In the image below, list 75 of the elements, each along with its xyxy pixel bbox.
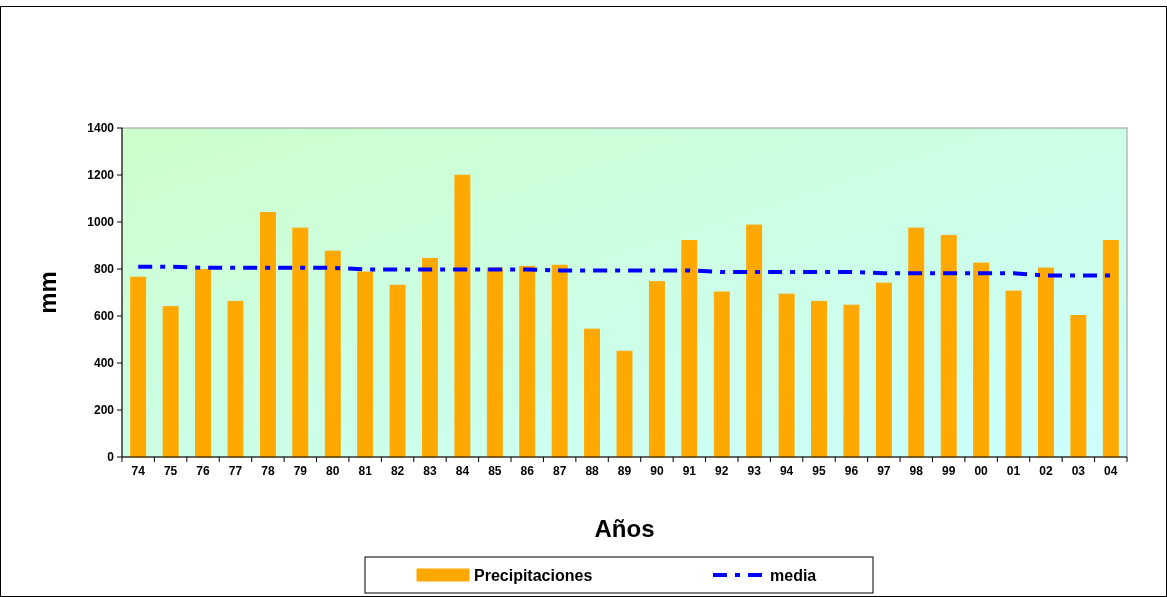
bar: [519, 265, 536, 458]
x-tick-label: 92: [715, 464, 729, 478]
bar: [195, 268, 211, 458]
x-tick-label: 90: [650, 464, 664, 478]
legend-label: media: [770, 566, 817, 584]
bar: [486, 267, 503, 458]
x-tick-label: 88: [585, 464, 600, 478]
bar: [454, 174, 471, 458]
y-axis-title: mm: [34, 271, 61, 314]
x-tick-label: 85: [488, 464, 502, 478]
x-tick-label: 91: [682, 464, 697, 478]
bar: [227, 300, 244, 458]
bar: [778, 293, 795, 458]
bar: [713, 291, 730, 458]
x-tick-label: 74: [131, 464, 146, 478]
y-tick-label: 600: [93, 309, 115, 324]
y-tick-label: 0: [107, 450, 115, 465]
y-tick-label: 1400: [87, 121, 115, 136]
bar: [616, 350, 633, 458]
x-tick-label: 78: [261, 464, 275, 478]
x-tick-label: 84: [455, 464, 470, 478]
x-tick-label: 81: [358, 464, 373, 478]
y-tick-label: 400: [93, 356, 115, 371]
y-tick-label: 1000: [87, 215, 115, 230]
x-tick-label: 00: [974, 464, 989, 478]
x-tick-label: 96: [844, 464, 859, 478]
bar: [162, 306, 179, 458]
x-tick-label: 87: [552, 464, 567, 478]
bar: [1070, 315, 1087, 458]
bar: [811, 300, 827, 458]
x-tick-label: 99: [942, 464, 956, 478]
bar: [681, 240, 698, 458]
y-tick-label: 1200: [87, 168, 115, 183]
bar: [357, 271, 374, 458]
bar: [551, 264, 568, 458]
bar: [584, 328, 601, 458]
x-tick-label: 80: [326, 464, 340, 478]
bar: [843, 304, 860, 458]
bar: [746, 224, 763, 458]
bar: [940, 234, 957, 458]
bar: [324, 250, 341, 458]
x-tick-label: 93: [747, 464, 762, 478]
bar: [1038, 267, 1054, 458]
bar: [1005, 290, 1022, 458]
bar: [130, 276, 147, 458]
bar: [259, 212, 276, 458]
x-tick-label: 98: [909, 464, 924, 478]
bar: [1102, 240, 1119, 458]
x-tick-label: 76: [196, 464, 211, 478]
x-tick-label: 77: [228, 464, 243, 478]
x-tick-label: 04: [1104, 464, 1118, 478]
y-tick-label: 200: [93, 403, 115, 418]
bar: [292, 227, 309, 458]
bar: [973, 262, 990, 458]
x-tick-label: 97: [877, 464, 891, 478]
legend-label: Precipitaciones: [474, 566, 593, 584]
x-tick-label: 86: [520, 464, 535, 478]
line-series: [136, 264, 1113, 278]
x-tick-label: 95: [812, 464, 827, 478]
bar: [908, 227, 925, 458]
x-axis-title: Años: [594, 515, 655, 542]
x-tick-label: 82: [390, 464, 405, 478]
x-tick-label: 83: [423, 464, 437, 478]
x-tick-label: 89: [617, 464, 632, 478]
x-tick-label: 01: [1006, 464, 1021, 478]
y-tick-label: 800: [93, 262, 115, 277]
x-tick-label: 94: [779, 464, 794, 478]
x-tick-label: 03: [1071, 464, 1086, 478]
x-tick-label: 79: [293, 464, 308, 478]
bar: [422, 257, 438, 458]
x-tick-label: 02: [1039, 464, 1053, 478]
x-tick-label: 75: [163, 464, 178, 478]
bar: [389, 284, 406, 458]
bar: [648, 281, 665, 458]
bar: [875, 282, 892, 458]
